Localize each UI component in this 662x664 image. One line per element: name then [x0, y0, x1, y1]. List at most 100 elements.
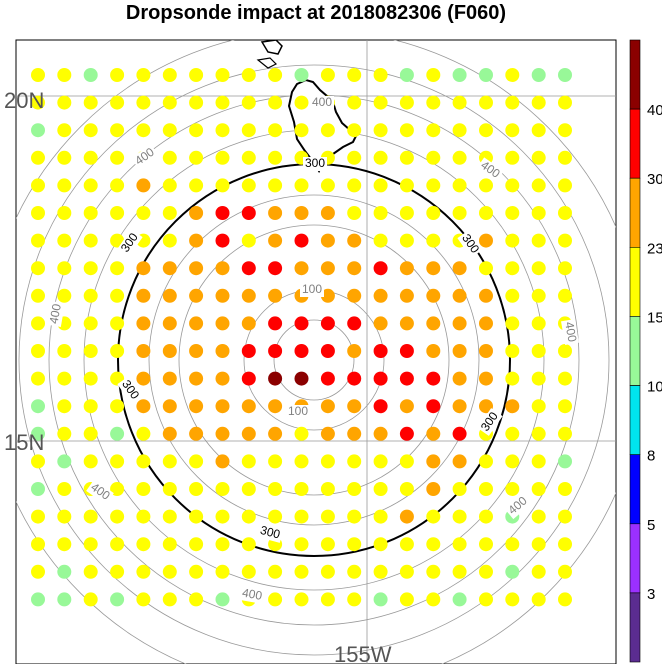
dropsonde-point — [110, 426, 125, 441]
dropsonde-point — [505, 454, 520, 469]
dropsonde-point — [479, 454, 493, 469]
dropsonde-point — [347, 123, 362, 138]
dropsonde-point — [268, 178, 283, 193]
dropsonde-point — [452, 68, 467, 82]
dropsonde-point — [531, 178, 546, 193]
dropsonde-point — [162, 233, 177, 248]
dropsonde-point — [83, 288, 98, 303]
dropsonde-point — [347, 261, 362, 276]
dropsonde-point — [31, 206, 45, 220]
dropsonde-point — [31, 68, 45, 82]
dropsonde-point — [57, 482, 72, 496]
dropsonde-point — [558, 178, 572, 193]
dropsonde-point — [57, 233, 72, 248]
dropsonde-point — [426, 150, 441, 165]
dropsonde-point — [136, 537, 151, 552]
dropsonde-point — [136, 288, 151, 303]
dropsonde-point — [479, 537, 493, 552]
lat-label-20n: 20N — [4, 88, 44, 113]
dropsonde-point — [531, 68, 546, 82]
island-maui-outline — [260, 40, 283, 55]
dropsonde-point — [479, 482, 493, 496]
dropsonde-point — [110, 537, 125, 552]
dropsonde-point — [83, 68, 98, 82]
dropsonde-point — [241, 344, 256, 358]
dropsonde-point — [215, 592, 230, 607]
dropsonde-point — [31, 454, 45, 469]
dropsonde-point — [373, 482, 388, 496]
colorbar-tick-label: 8 — [647, 448, 655, 465]
contour-label: 400 — [241, 586, 263, 603]
dropsonde-point — [57, 454, 72, 469]
dropsonde-point — [31, 288, 45, 303]
dropsonde-point — [57, 95, 72, 110]
dropsonde-point — [373, 426, 388, 441]
dropsonde-point — [57, 509, 72, 524]
dropsonde-point — [136, 178, 151, 193]
dropsonde-point — [189, 123, 204, 138]
colorbar-box — [629, 385, 641, 456]
dropsonde-point — [505, 316, 520, 331]
dropsonde-point — [531, 482, 546, 496]
dropsonde-point — [136, 344, 151, 358]
dropsonde-point — [399, 68, 414, 82]
dropsonde-point — [57, 592, 72, 607]
dropsonde-point — [136, 206, 151, 220]
colorbar-tick-label: 10 — [647, 379, 662, 396]
dropsonde-point — [426, 233, 441, 248]
dropsonde-point — [241, 564, 256, 579]
dropsonde-point — [294, 482, 309, 496]
dropsonde-point — [162, 95, 177, 110]
dropsonde-point — [136, 123, 151, 138]
dropsonde-point — [531, 123, 546, 138]
dropsonde-point — [558, 482, 572, 496]
dropsonde-point — [373, 344, 388, 358]
dropsonde-point — [373, 178, 388, 193]
contour-label: 400 — [47, 302, 64, 324]
dropsonde-point — [347, 233, 362, 248]
dropsonde-point — [57, 371, 72, 386]
dropsonde-point — [347, 371, 362, 386]
dropsonde-point — [268, 482, 283, 496]
dropsonde-point — [215, 150, 230, 165]
dropsonde-point — [57, 68, 72, 82]
dropsonde-point — [399, 564, 414, 579]
dropsonde-point — [294, 426, 309, 441]
dropsonde-point — [162, 261, 177, 276]
dropsonde-point — [373, 537, 388, 552]
dropsonde-point — [373, 206, 388, 220]
dropsonde-point — [215, 399, 230, 414]
dropsonde-point — [320, 454, 335, 469]
dropsonde-point — [505, 564, 520, 579]
dropsonde-point — [83, 316, 98, 331]
dropsonde-point — [373, 68, 388, 82]
dropsonde-point — [110, 123, 125, 138]
dropsonde-point — [479, 288, 493, 303]
dropsonde-point — [110, 206, 125, 220]
dropsonde-point — [215, 482, 230, 496]
dropsonde-point — [268, 454, 283, 469]
dropsonde-point — [399, 316, 414, 331]
dropsonde-point — [268, 123, 283, 138]
dropsonde-point — [189, 178, 204, 193]
dropsonde-point — [479, 344, 493, 358]
dropsonde-point — [215, 316, 230, 331]
dropsonde-point — [452, 371, 467, 386]
dropsonde-point — [531, 233, 546, 248]
dropsonde-point — [268, 564, 283, 579]
dropsonde-point — [162, 426, 177, 441]
dropsonde-point — [189, 206, 204, 220]
dropsonde-point — [479, 95, 493, 110]
dropsonde-point — [268, 316, 283, 331]
dropsonde-point — [426, 371, 441, 386]
dropsonde-point — [294, 344, 309, 358]
contour-label: 300 — [305, 156, 325, 170]
dropsonde-point — [241, 178, 256, 193]
dropsonde-point — [162, 178, 177, 193]
dropsonde-point — [189, 454, 204, 469]
dropsonde-point — [452, 178, 467, 193]
dropsonde-point — [426, 344, 441, 358]
dropsonde-point — [320, 592, 335, 607]
dropsonde-point — [83, 509, 98, 524]
dropsonde-point — [373, 150, 388, 165]
